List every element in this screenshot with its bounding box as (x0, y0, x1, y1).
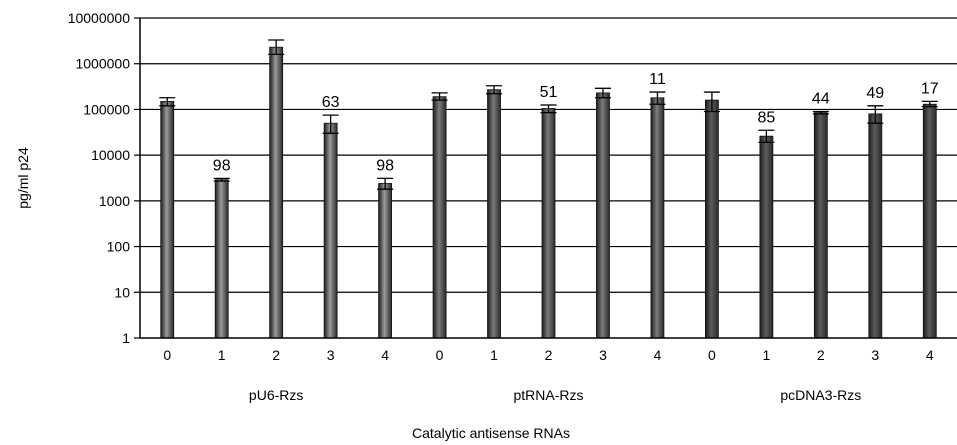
group-label: pU6-Rzs (249, 387, 303, 403)
x-axis-title: Catalytic antisense RNAs (412, 425, 570, 441)
y-tick-label: 10000 (91, 147, 130, 163)
y-tick-label: 100000 (83, 101, 130, 117)
x-tick-label: 2 (545, 347, 553, 363)
group-label: pcDNA3-Rzs (780, 387, 861, 403)
data-label: 63 (322, 94, 340, 111)
x-tick-label: 2 (817, 347, 825, 363)
x-tick-label: 1 (762, 347, 770, 363)
data-label: 98 (213, 157, 231, 174)
x-tick-label: 3 (327, 347, 335, 363)
bar (269, 46, 284, 339)
x-tick-label: 2 (272, 347, 280, 363)
bar (160, 100, 175, 339)
bar (541, 108, 556, 339)
x-tick-label: 1 (218, 347, 226, 363)
bars (160, 46, 937, 339)
y-tick-label: 100 (107, 239, 131, 255)
x-tick-label: 3 (599, 347, 607, 363)
x-tick-label: 1 (490, 347, 498, 363)
data-label: 44 (812, 91, 830, 108)
bar (868, 113, 883, 339)
y-tick-label: 1000000 (75, 56, 130, 72)
y-axis-title: pg/ml p24 (15, 147, 31, 209)
bar (378, 183, 393, 339)
y-tick-label: 10 (114, 284, 130, 300)
bar (650, 97, 665, 339)
y-tick-label: 1 (122, 330, 130, 346)
x-tick-label: 4 (654, 347, 662, 363)
y-tick-label: 1000 (99, 193, 130, 209)
bar (705, 99, 719, 339)
bar (323, 122, 338, 339)
data-label: 49 (866, 85, 884, 102)
y-axis: 1 10 100 1000 10000 100000 1000000 10000000 (68, 10, 141, 346)
bar (432, 96, 447, 339)
x-tick-label: 3 (871, 347, 879, 363)
x-tick-label: 4 (381, 347, 389, 363)
x-tick-label: 0 (163, 347, 171, 363)
bar (214, 179, 229, 339)
x-tick-label: 0 (436, 347, 444, 363)
error-bars (159, 39, 938, 190)
data-label: 11 (649, 71, 666, 88)
data-labels: 98 63 98 51 11 85 44 49 17 (213, 71, 939, 174)
x-tick-label: 4 (926, 347, 934, 363)
bar (813, 112, 828, 339)
data-label: 51 (540, 84, 558, 101)
data-label: 98 (376, 157, 394, 174)
bar (487, 89, 501, 339)
data-label: 17 (921, 80, 939, 97)
bar (759, 135, 774, 339)
x-tick-label: 0 (708, 347, 716, 363)
group-labels: pU6-Rzs ptRNA-Rzs pcDNA3-Rzs (249, 387, 861, 403)
group-label: ptRNA-Rzs (513, 387, 583, 403)
y-tick-label: 10000000 (68, 10, 131, 26)
bar (596, 92, 610, 339)
x-axis: 0 1 2 3 4 0 1 2 3 4 0 1 2 3 4 (140, 337, 957, 363)
data-label: 85 (757, 109, 775, 126)
bar (922, 103, 937, 339)
